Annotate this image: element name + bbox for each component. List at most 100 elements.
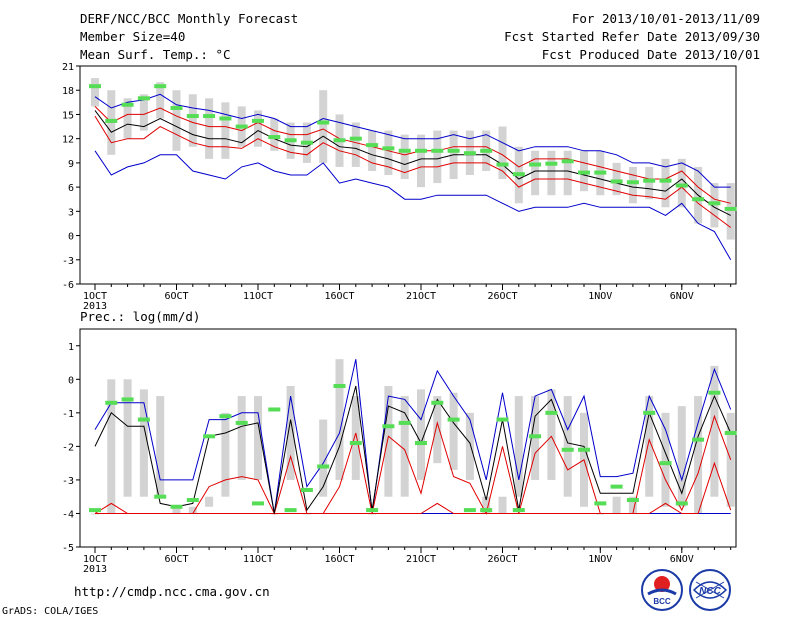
spread-box [726,183,735,240]
source-url[interactable]: http://cmdp.ncc.cma.gov.cn [74,584,270,599]
obs-marker [610,484,623,489]
obs-marker [186,498,199,503]
spread-box [661,158,670,208]
obs-marker [333,384,346,389]
obs-marker [284,138,297,143]
obs-marker [219,116,232,121]
obs-marker [121,102,134,107]
x-tick-label: 1OCT [83,554,107,565]
spread-box [400,134,409,180]
plot-frame-0 [79,65,737,285]
x-tick-label: 6OCT [164,554,188,565]
obs-marker [300,487,313,492]
obs-marker [447,148,460,153]
obs-marker [235,124,248,129]
x-tick-label: 26OCT [487,291,517,302]
logos: BCC NCC [641,569,731,611]
spread-box [645,166,654,200]
spread-box [498,126,507,180]
spread-box [563,396,572,497]
obs-marker [154,494,167,499]
spread-box [694,396,703,514]
ensemble-min-line [94,150,732,261]
obs-marker [415,441,427,446]
variable-label: Mean Surf. Temp.: °C [80,47,231,62]
obs-marker [398,148,411,153]
spread-box [368,130,377,171]
obs-marker [692,197,705,202]
y-tick-label: 18 [62,86,74,97]
obs-marker [659,461,672,466]
x-tick-label: 6OCT [164,291,188,302]
ensemble-mean-line [94,385,732,514]
spread-box [710,183,719,228]
spread-lower-line [95,461,732,514]
obs-marker [203,434,216,439]
y-tick-label: 0 [68,375,74,386]
obs-marker [431,400,444,405]
obs-marker [578,170,590,175]
spread-box [351,396,360,480]
spread-box [156,396,165,497]
spread-box [107,379,116,514]
obs-marker [382,146,395,151]
spread-box [514,396,523,497]
x-year-label: 2013 [83,301,107,312]
spread-box [677,158,686,208]
obs-marker [431,148,444,153]
obs-marker [300,140,313,145]
spread-box [710,365,719,497]
obs-marker [529,434,542,439]
obs-marker [366,508,379,513]
x-tick-label: 16OCT [324,291,354,302]
spread-box [482,496,491,514]
bcc-logo-text: BCC [653,597,671,606]
spread-box [628,166,637,204]
obs-marker [496,162,509,167]
spread-box [547,389,556,480]
precip-panel-title: Prec.: log(mm/d) [80,309,201,324]
obs-marker [708,390,721,395]
obs-marker [349,136,362,141]
x-tick-label: 26OCT [487,554,517,565]
obs-marker [89,508,101,513]
x-tick-label: 1OCT [83,291,107,302]
spread-box [123,98,132,139]
y-tick-label: 9 [68,159,74,170]
obs-marker [480,148,493,153]
obs-marker [496,417,509,422]
spread-box [417,389,425,480]
spread-box [417,134,425,188]
spread-box [384,386,393,497]
y-tick-label: 1 [68,342,74,353]
x-year-label: 2013 [83,564,107,575]
obs-marker [529,162,542,167]
spread-box [254,110,262,147]
obs-marker [121,397,134,402]
spread-box [612,496,621,514]
obs-marker [317,464,330,469]
spread-box [628,496,637,514]
spread-box [221,412,230,497]
bcc-logo: BCC [641,569,683,611]
y-tick-label: 6 [68,183,74,194]
x-tick-label: 11OCT [243,291,273,302]
spread-box [449,392,458,470]
spread-box [237,396,246,480]
obs-marker [252,118,264,123]
spread-box [384,130,393,175]
spread-box [661,412,670,507]
obs-marker [382,424,395,429]
x-tick-label: 21OCT [406,291,436,302]
obs-marker [317,120,330,125]
spread-box [319,419,328,497]
obs-marker [724,206,737,211]
obs-marker [398,420,411,425]
obs-marker [186,114,199,119]
y-tick-label: -1 [62,409,74,420]
forecast-period: For 2013/10/01-2013/11/09 [571,11,760,26]
spread-box [205,98,214,159]
plot-frame-1 [79,328,737,548]
spread-box [547,150,556,196]
